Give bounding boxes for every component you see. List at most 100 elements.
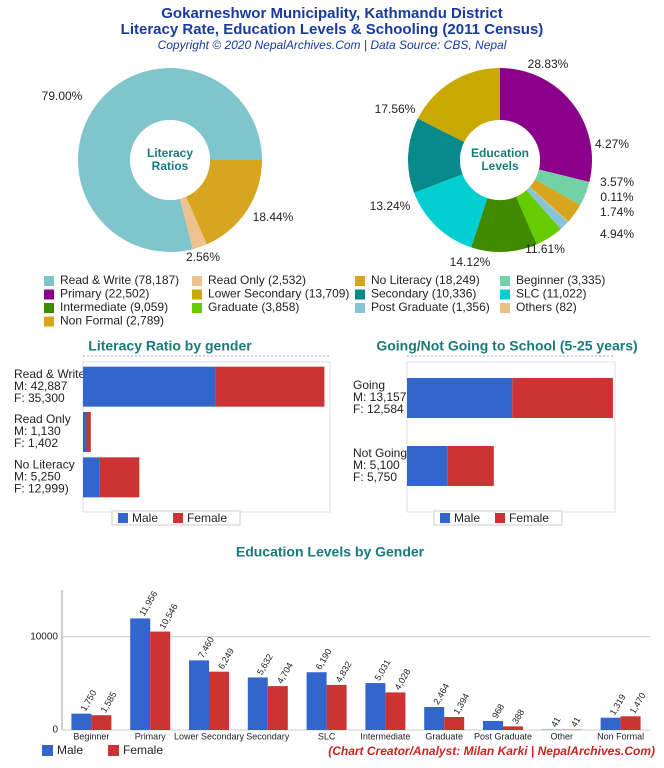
footer: (Chart Creator/Analyst: Milan Karki | Ne… [328, 744, 655, 758]
slice-label: 2.56% [186, 250, 220, 264]
value-label: 5,632 [255, 652, 275, 677]
value-label: 11,956 [137, 589, 159, 617]
title: Gokarneshwor Municipality, Kathmandu Dis… [161, 5, 502, 22]
legend-swatch [500, 276, 510, 286]
legend-label: Primary (22,502) [60, 287, 149, 301]
category-label: F: 5,750 [353, 470, 397, 484]
center-label: Literacy [147, 146, 193, 160]
legend-swatch [440, 513, 450, 523]
legend-label: Male [132, 511, 158, 525]
category-label: F: 12,584 [353, 402, 404, 416]
center-label: Education [471, 146, 529, 160]
legend-label: Male [454, 511, 480, 525]
bar [407, 446, 448, 486]
legend-label: Intermediate (9,059) [60, 300, 168, 314]
legend-swatch [500, 303, 510, 313]
bar [620, 716, 641, 730]
pie-hole [460, 120, 540, 200]
legend-swatch [44, 289, 54, 300]
slice-label: 18.44% [253, 210, 294, 224]
pie-slice [529, 179, 581, 222]
legend-label: Others (82) [516, 300, 577, 314]
category-label: M: 5,250 [14, 470, 61, 484]
slice-label: 14.12% [450, 255, 491, 269]
bar [99, 457, 140, 498]
bar [444, 716, 465, 730]
bar [326, 684, 347, 730]
legend-label: Male [57, 743, 83, 757]
bar [247, 677, 268, 730]
value-label: 968 [490, 702, 506, 720]
x-tick-label: Other [551, 731, 574, 741]
legend-label: Female [509, 511, 549, 525]
legend-label: SLC (11,022) [516, 287, 586, 301]
category-label: Going [353, 378, 385, 392]
category-label: M: 13,157 [353, 390, 407, 404]
bar [215, 366, 325, 407]
value-label: 4,028 [393, 667, 413, 692]
bar [306, 672, 327, 730]
bar [267, 686, 288, 730]
legend-label: Read Only (2,532) [208, 273, 306, 287]
legend-swatch [355, 303, 365, 313]
bar [71, 713, 92, 730]
value-label: 10,546 [157, 602, 179, 631]
category-label: F: 1,402 [14, 436, 58, 450]
value-label: 41 [549, 715, 563, 729]
bar [503, 726, 523, 730]
slice-label: 1.74% [600, 205, 634, 219]
bar [86, 412, 91, 452]
category-label: M: 42,887 [14, 379, 68, 393]
bar [83, 412, 87, 452]
subtitle: Literacy Rate, Education Levels & School… [121, 21, 544, 38]
x-tick-label: Non Formal [597, 731, 644, 741]
pie-slice [78, 68, 262, 253]
slice-label: 17.56% [375, 102, 416, 116]
center-label: Levels [481, 159, 519, 173]
category-label: Read & Write [14, 367, 85, 381]
copyright: Copyright © 2020 NepalArchives.Com | Dat… [158, 38, 507, 52]
category-label: M: 1,130 [14, 424, 61, 438]
x-tick-label: Post Graduate [474, 731, 532, 741]
legend-swatch [42, 745, 53, 756]
pie-slice [414, 174, 488, 248]
legend-swatch [355, 276, 365, 286]
bar [424, 707, 445, 730]
legend-label: Female [123, 743, 163, 757]
category-label: M: 5,100 [353, 458, 400, 472]
x-tick-label: Intermediate [360, 731, 410, 741]
bar [483, 720, 503, 730]
value-label: 388 [510, 708, 526, 726]
legend-label: Secondary (10,336) [371, 287, 476, 301]
value-label: 4,832 [334, 660, 354, 685]
value-label: 1,750 [79, 688, 99, 713]
chart-title: Literacy Ratio by gender [88, 338, 252, 354]
slice-label: 4.94% [600, 227, 634, 241]
bar [83, 366, 216, 407]
pie-slice [515, 190, 561, 245]
center-label: Ratios [152, 159, 189, 173]
value-label: 7,460 [196, 635, 216, 660]
pie-slice [526, 186, 568, 230]
value-label: 6,249 [216, 646, 236, 671]
legend-swatch [173, 513, 183, 523]
pie-hole [130, 120, 210, 200]
legend-swatch [500, 289, 510, 300]
slice-label: 4.27% [595, 137, 629, 151]
value-label: 2,464 [431, 682, 451, 707]
x-tick-label: Primary [135, 731, 166, 741]
legend-label: Beginner (3,335) [516, 273, 605, 287]
bar [447, 446, 494, 486]
category-label: Read Only [14, 412, 71, 426]
legend-label: Graduate (3,858) [208, 300, 299, 314]
legend-label: Female [187, 511, 227, 525]
bar [600, 717, 621, 730]
legend-label: No Literacy (18,249) [371, 273, 480, 287]
category-label: No Literacy [14, 458, 75, 472]
bar [209, 671, 229, 730]
x-tick-label: Graduate [425, 731, 463, 741]
legend-swatch [495, 513, 505, 523]
value-label: 41 [569, 715, 583, 729]
value-label: 1,470 [628, 691, 648, 716]
